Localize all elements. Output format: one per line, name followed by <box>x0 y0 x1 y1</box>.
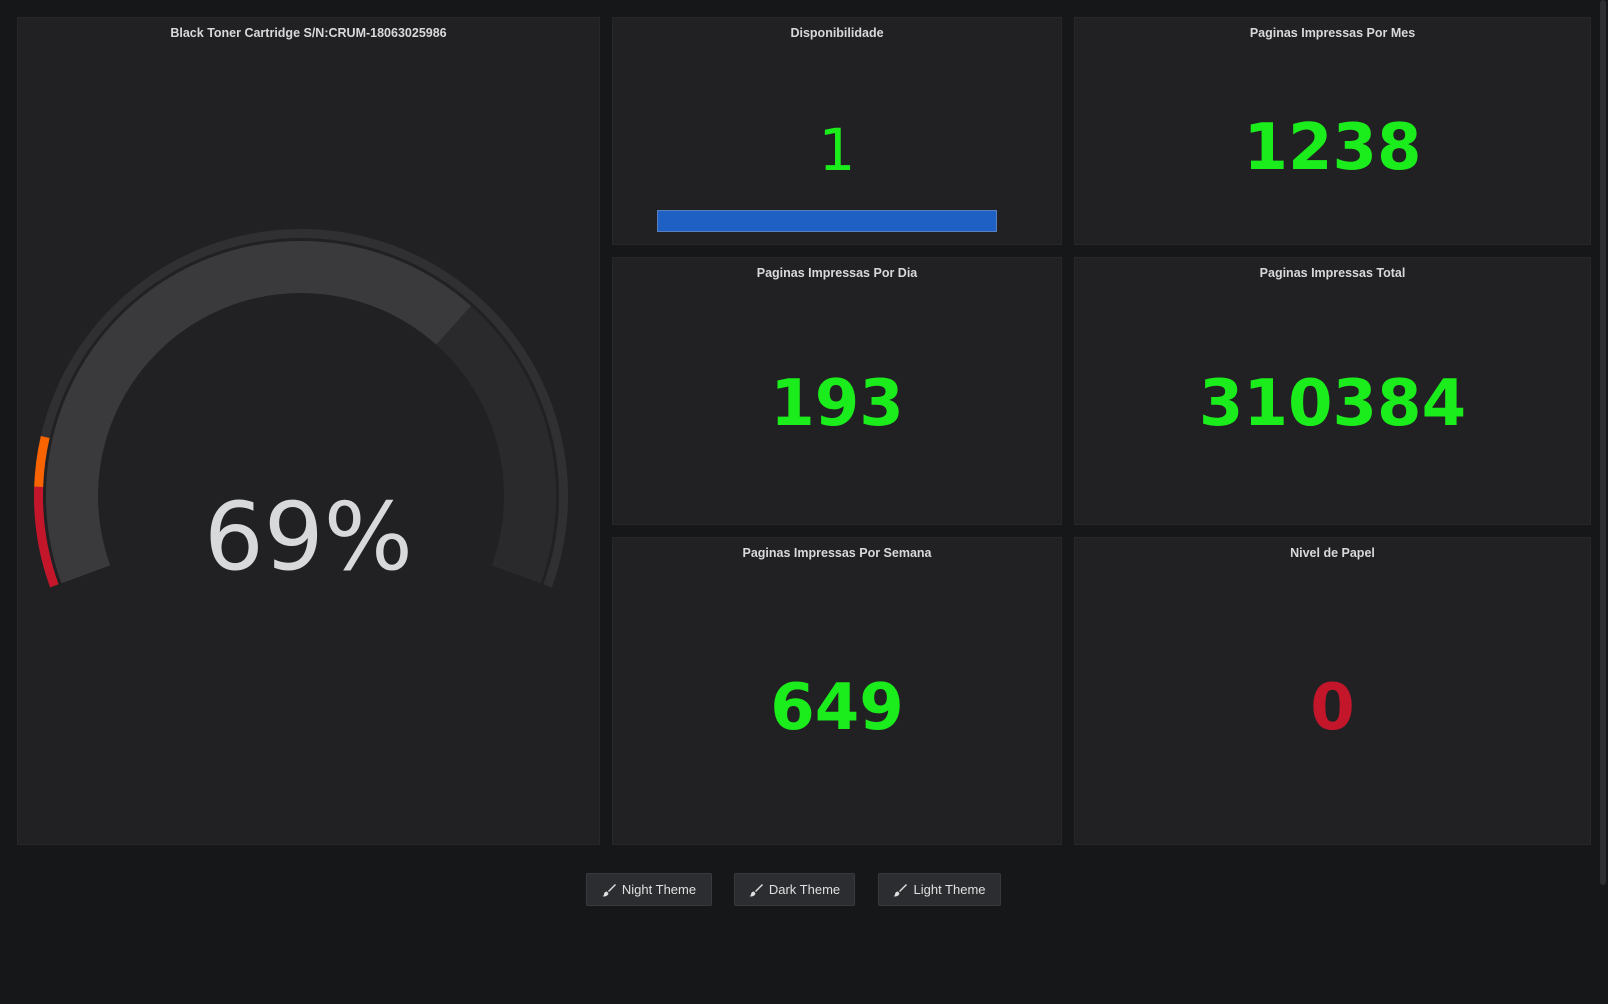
brush-icon <box>893 883 908 896</box>
stat-value: 193 <box>770 367 904 441</box>
button-label: Light Theme <box>913 882 986 897</box>
stat-value: 649 <box>770 671 904 745</box>
stat-value: 1238 <box>1243 111 1422 185</box>
gauge-threshold-band <box>34 435 50 487</box>
panel-title: Paginas Impressas Por Semana <box>742 546 932 560</box>
button-label: Dark Theme <box>768 882 841 897</box>
gauge-value: 69% <box>204 483 413 592</box>
availability-bar <box>657 210 997 232</box>
panel-title: Nivel de Papel <box>1290 546 1375 560</box>
panel-title: Disponibilidade <box>790 26 884 40</box>
nivel-de-papel-panel: Nivel de Papel 0 <box>1074 537 1591 845</box>
page-scrollbar[interactable] <box>1600 0 1606 885</box>
panel-title: Black Toner Cartridge S/N:CRUM-180630259… <box>170 26 447 40</box>
paginas-total-panel: Paginas Impressas Total 310384 <box>1074 257 1591 525</box>
button-label: Night Theme <box>621 882 697 897</box>
paginas-por-dia-panel: Paginas Impressas Por Dia 193 <box>612 257 1062 525</box>
light-theme-button[interactable]: Light Theme <box>878 873 1001 906</box>
toner-gauge <box>33 229 569 588</box>
panel-title: Paginas Impressas Por Dia <box>756 266 918 280</box>
disponibilidade-panel: Disponibilidade 1 <box>612 17 1062 245</box>
gauge-value-arc <box>45 240 471 584</box>
panel-title: Paginas Impressas Por Mes <box>1249 26 1416 40</box>
stat-value: 0 <box>1310 671 1355 745</box>
stat-value: 1 <box>818 116 856 184</box>
paginas-por-mes-panel: Paginas Impressas Por Mes 1238 <box>1074 17 1591 245</box>
night-theme-button[interactable]: Night Theme <box>586 873 712 906</box>
brush-icon <box>749 883 763 896</box>
stat-value: 310384 <box>1198 367 1467 441</box>
panel-title: Paginas Impressas Total <box>1259 266 1406 280</box>
toner-gauge-panel: Black Toner Cartridge S/N:CRUM-180630259… <box>17 17 600 845</box>
dark-theme-button[interactable]: Dark Theme <box>734 873 855 906</box>
brush-icon <box>602 883 616 896</box>
gauge-threshold-band <box>33 486 59 588</box>
paginas-por-semana-panel: Paginas Impressas Por Semana 649 <box>612 537 1062 845</box>
